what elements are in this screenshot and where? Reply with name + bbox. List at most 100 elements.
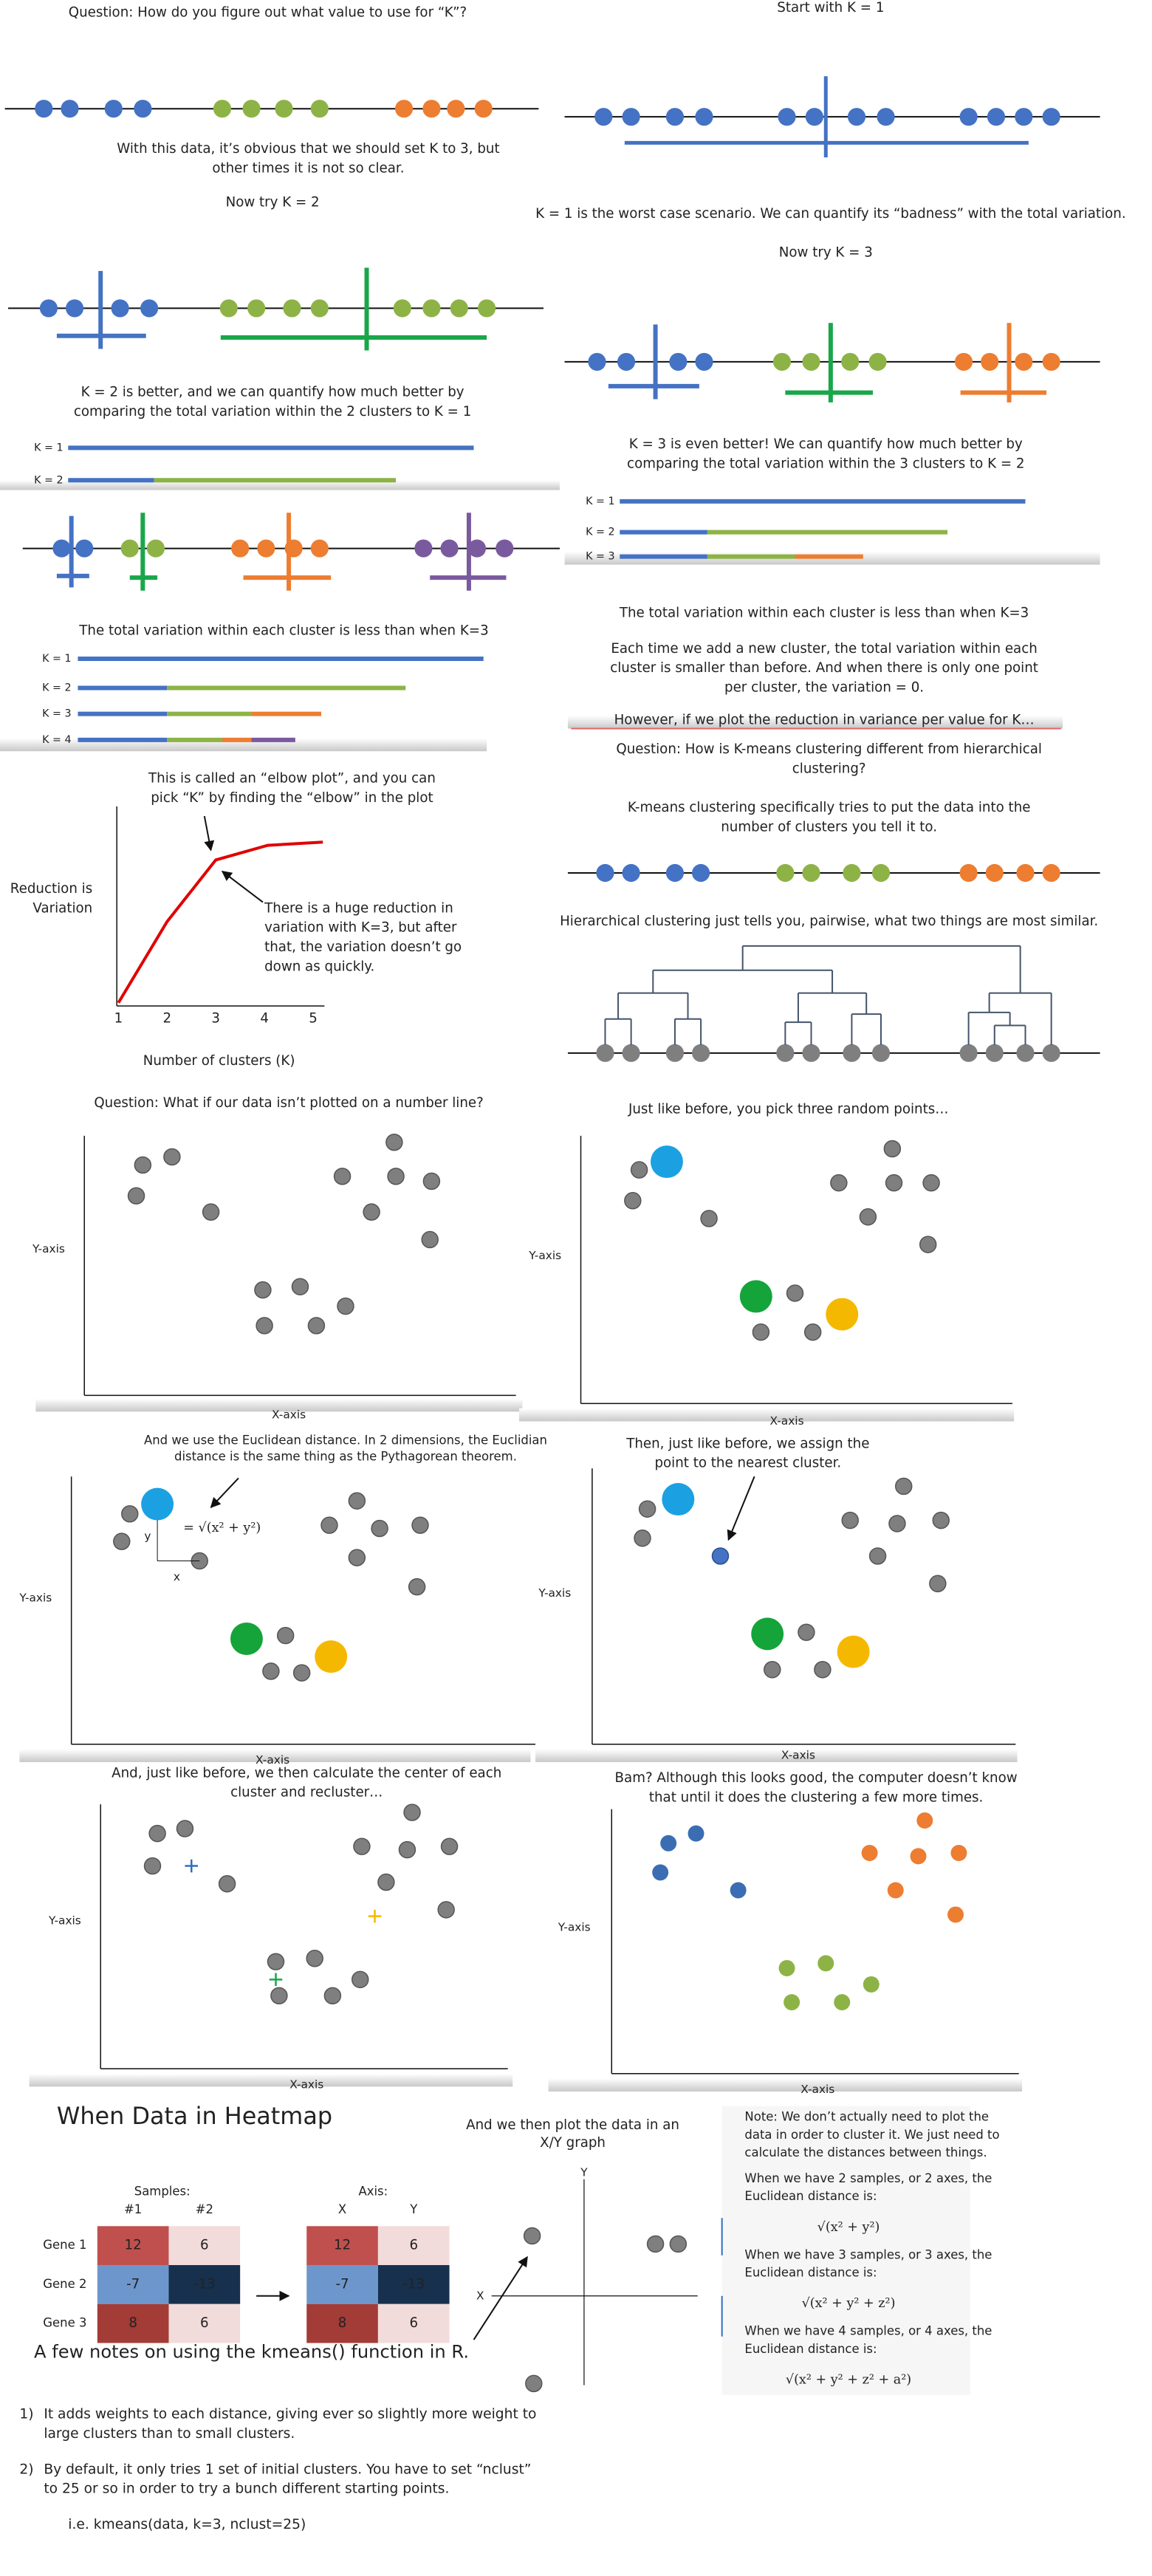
dot: [414, 539, 433, 558]
text-line: comparing the total variation within the…: [74, 404, 471, 419]
dot: [843, 863, 861, 883]
dot: [778, 1959, 795, 1976]
dot: [387, 1168, 405, 1185]
dot: [778, 108, 796, 126]
text-line: And we then plot the data in an: [466, 2117, 679, 2133]
heatmap-cell: [168, 2226, 241, 2266]
dot: [262, 1662, 280, 1680]
dot: [772, 352, 792, 371]
dot: [385, 1133, 403, 1151]
text-line: K-means clustering specifically tries to…: [628, 800, 1031, 815]
dot: [75, 539, 94, 558]
dot: [665, 108, 685, 126]
dot: [802, 1044, 820, 1062]
text-line: Start with K = 1: [777, 0, 884, 16]
dot: [868, 1547, 887, 1565]
text-line: The total variation within each cluster …: [78, 623, 488, 639]
text-line: down as quickly.: [264, 959, 374, 974]
dot: [275, 100, 293, 118]
text-line: 6: [200, 2315, 209, 2331]
dot: [700, 1210, 718, 1227]
text-line: 3: [211, 1011, 220, 1027]
dot: [1016, 1044, 1035, 1062]
dot: [371, 1519, 388, 1538]
text-line: And we use the Euclidean distance. In 2 …: [144, 1433, 547, 1447]
text-line: X-axis: [770, 1414, 804, 1428]
dot: [861, 1844, 878, 1861]
dot: [841, 352, 860, 371]
dot: [1015, 352, 1033, 371]
text-line: When we have 3 samples, or 3 axes, the: [744, 2247, 992, 2261]
text-line: K = 1: [586, 496, 614, 507]
text-line: Euclidean distance is:: [744, 2342, 877, 2356]
dot: [104, 100, 123, 118]
text-line: that, the variation doesn’t go: [264, 939, 462, 955]
dot: [127, 1187, 145, 1205]
dot: [213, 100, 232, 118]
dot: [630, 1161, 648, 1179]
dot: [669, 2235, 688, 2253]
text-line: comparing the total variation within the…: [627, 456, 1024, 471]
text-line: By default, it only tries 1 set of initi…: [44, 2462, 531, 2477]
heatmap-cell: [377, 2303, 450, 2343]
dot: [351, 1970, 369, 1989]
heatmap-cell: [97, 2226, 169, 2266]
text-line: Samples:: [134, 2185, 191, 2199]
text-line: 2): [19, 2462, 33, 2477]
dot: [394, 100, 414, 118]
dot: [377, 1873, 395, 1891]
dot: [1042, 863, 1060, 883]
dot: [348, 1549, 366, 1566]
dot: [247, 299, 266, 318]
text-line: pick “K” by finding the “elbow” in the p…: [151, 790, 433, 806]
dot: [638, 1500, 656, 1518]
dot: [888, 1515, 906, 1532]
dot: [310, 100, 329, 118]
text-line: Gene 3: [43, 2316, 86, 2330]
text-line: per cluster, the variation = 0.: [724, 680, 924, 696]
text-line: Reduction is: [10, 881, 92, 897]
dot: [871, 863, 891, 883]
text-line: 5: [309, 1011, 318, 1027]
dot: [932, 1511, 950, 1530]
text-line: x: [174, 1570, 180, 1583]
heatmap-cell: [377, 2226, 450, 2266]
heatmap-cell: [306, 2303, 378, 2343]
text-line: Euclidean distance is:: [744, 2265, 877, 2279]
text-line: 6: [200, 2238, 209, 2253]
dot: [202, 1203, 220, 1221]
dot: [440, 539, 459, 558]
text-line: Then, just like before, we assign the: [625, 1436, 869, 1451]
dot: [660, 1835, 677, 1852]
dot: [111, 299, 129, 318]
dot: [276, 1626, 295, 1645]
dot: [422, 1172, 441, 1191]
dot: [803, 1323, 822, 1341]
dot: [624, 1192, 642, 1210]
band: [567, 715, 1063, 729]
dot: [922, 1174, 940, 1192]
dot: [447, 100, 465, 118]
dot: [834, 1994, 851, 2011]
text-line: 6: [409, 2238, 418, 2253]
dot: [120, 539, 139, 558]
heatmap-cell: [377, 2265, 450, 2304]
text-line: X: [338, 2202, 346, 2216]
text-line: Y: [580, 2165, 588, 2179]
dot: [786, 1284, 804, 1302]
dot: [422, 100, 441, 118]
dot: [35, 100, 53, 118]
dot: [52, 539, 71, 558]
dot: [310, 539, 329, 558]
text-line: Axis:: [358, 2185, 388, 2199]
text-line: When we have 4 samples, or 4 axes, the: [744, 2324, 992, 2338]
dot: [784, 1994, 800, 2011]
dot: [859, 1208, 877, 1226]
text-line: X-axis: [272, 1408, 306, 1421]
text-line: -7: [335, 2276, 349, 2292]
dot: [805, 108, 823, 126]
text-line: X-axis: [800, 2083, 834, 2096]
dot: [440, 1837, 459, 1855]
dot: [176, 1820, 194, 1837]
dot: [887, 1882, 904, 1899]
